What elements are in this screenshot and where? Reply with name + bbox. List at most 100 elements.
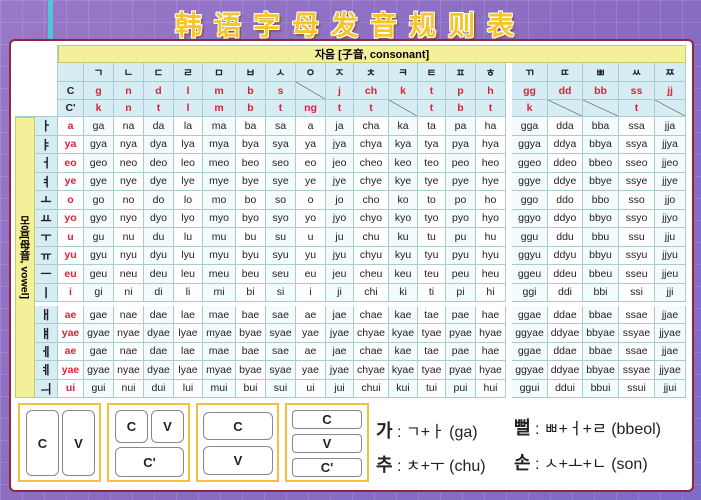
syllable-cell: myo [203, 209, 236, 228]
consonant-final [548, 100, 583, 117]
syllable-cell: eo [296, 154, 326, 173]
syllable-cell: bu [236, 228, 266, 247]
syllable-cell: syae [266, 324, 296, 343]
consonant-jamo: ㅊ [354, 63, 389, 82]
example-formula: : ㄱ+ㅏ (ga) [392, 424, 478, 441]
syllable-cell: byae [236, 361, 266, 380]
syllable-cell: dae [144, 342, 174, 362]
syllable-cell: jeo [326, 154, 354, 173]
vowel-roman: i [58, 283, 84, 302]
consonant-jamo: ㅁ [203, 63, 236, 82]
vowel-jamo: ㅛ [35, 209, 58, 228]
structure-c: C [115, 410, 148, 443]
syllable-cell: jjae [655, 306, 686, 325]
syllable-cell: bbae [583, 306, 619, 325]
consonant-final: k [84, 100, 114, 117]
syllable-cell: jae [326, 342, 354, 362]
example-syllable: 추 [376, 455, 393, 475]
syllable-cell: kyae [389, 324, 418, 343]
syllable-cell: ssyu [619, 246, 655, 265]
syllable-cell: ssae [619, 306, 655, 325]
syllable-cell: ddui [548, 379, 583, 398]
row-label-c: C [58, 82, 84, 100]
syllable-cell: so [266, 191, 296, 210]
syllable-cell: lye [174, 172, 203, 191]
syllable-cell: mya [203, 135, 236, 154]
syllable-cell: nyu [114, 246, 144, 265]
syllable-cell: o [296, 191, 326, 210]
syllable-cell: gyo [84, 209, 114, 228]
syllable-cell: byae [236, 324, 266, 343]
syllable-cell: ggae [512, 342, 548, 362]
consonant-initial: m [203, 82, 236, 100]
syllable-cell: tye [418, 172, 446, 191]
syllable-cell: ssui [619, 379, 655, 398]
syllable-cell: ddya [548, 135, 583, 154]
syllable-cell: jyae [326, 324, 354, 343]
syllable-cell: nyae [114, 324, 144, 343]
syllable-cell: hi [476, 283, 506, 302]
vowel-jamo: ㅒ [35, 324, 58, 343]
syllable-cell: ju [326, 228, 354, 247]
syllable-cell: jyo [326, 209, 354, 228]
example-formula: : ㅅ+ㅗ+ㄴ (son) [530, 456, 648, 473]
syllable-cell: pyae [446, 361, 476, 380]
consonant-initial: jj [655, 82, 686, 100]
syllable-cell: ti [418, 283, 446, 302]
syllable-cell: cheo [354, 154, 389, 173]
syllable-cell: dui [144, 379, 174, 398]
vowel-jamo: ㅠ [35, 246, 58, 265]
consonant-initial: s [266, 82, 296, 100]
syllable-cell: chyo [354, 209, 389, 228]
syllable-cell: ssye [619, 172, 655, 191]
consonant-jamo: ㄷ [144, 63, 174, 82]
syllable-cell: pu [446, 228, 476, 247]
vowel-jamo: ㅕ [35, 172, 58, 191]
vowel-jamo: ㅡ [35, 265, 58, 284]
syllable-cell: cha [354, 117, 389, 136]
syllable-cell: keu [389, 265, 418, 284]
consonant-initial: ch [354, 82, 389, 100]
syllable-cell: jju [655, 228, 686, 247]
syllable-cell: meu [203, 265, 236, 284]
syllable-cell: i [296, 283, 326, 302]
syllable-cell: bba [583, 117, 619, 136]
consonant-jamo: ㄴ [114, 63, 144, 82]
syllable-cell: dda [548, 117, 583, 136]
syllable-cell: chi [354, 283, 389, 302]
syllable-cell: to [418, 191, 446, 210]
syllable-cell: ssyae [619, 361, 655, 380]
vowel-jamo: ㅢ [35, 379, 58, 398]
syllable-cell: mye [203, 172, 236, 191]
syllable-cell: bbye [583, 172, 619, 191]
syllable-cell: seo [266, 154, 296, 173]
syllable-cell: tyu [418, 246, 446, 265]
syllable-cell: du [144, 228, 174, 247]
syllable-cell: dya [144, 135, 174, 154]
syllable-cell: jji [655, 283, 686, 302]
structure-c-v-cp-stacked: C V C' [285, 403, 369, 482]
syllable-cell: chyu [354, 246, 389, 265]
consonant-jamo: ㅋ [389, 63, 418, 82]
syllable-cell: jae [326, 306, 354, 325]
syllable-cell: neo [114, 154, 144, 173]
syllable-cell: bbu [583, 228, 619, 247]
consonant-initial: h [476, 82, 506, 100]
syllable-cell: bae [236, 342, 266, 362]
syllable-cell: lae [174, 342, 203, 362]
vowel-roman: a [58, 117, 84, 136]
vowel-roman: eo [58, 154, 84, 173]
consonant-final: t [418, 100, 446, 117]
syllable-cell: jjae [655, 342, 686, 362]
syllable-cell: yu [296, 246, 326, 265]
syllable-cell: di [144, 283, 174, 302]
syllable-cell: bo [236, 191, 266, 210]
consonant-jamo: ㄱ [84, 63, 114, 82]
consonant-jamo: ㅅ [266, 63, 296, 82]
syllable-cell: ddeo [548, 154, 583, 173]
consonant-final: l [174, 100, 203, 117]
syllable-cell: lyae [174, 324, 203, 343]
syllable-cell: chae [354, 342, 389, 362]
syllable-cell: sya [266, 135, 296, 154]
